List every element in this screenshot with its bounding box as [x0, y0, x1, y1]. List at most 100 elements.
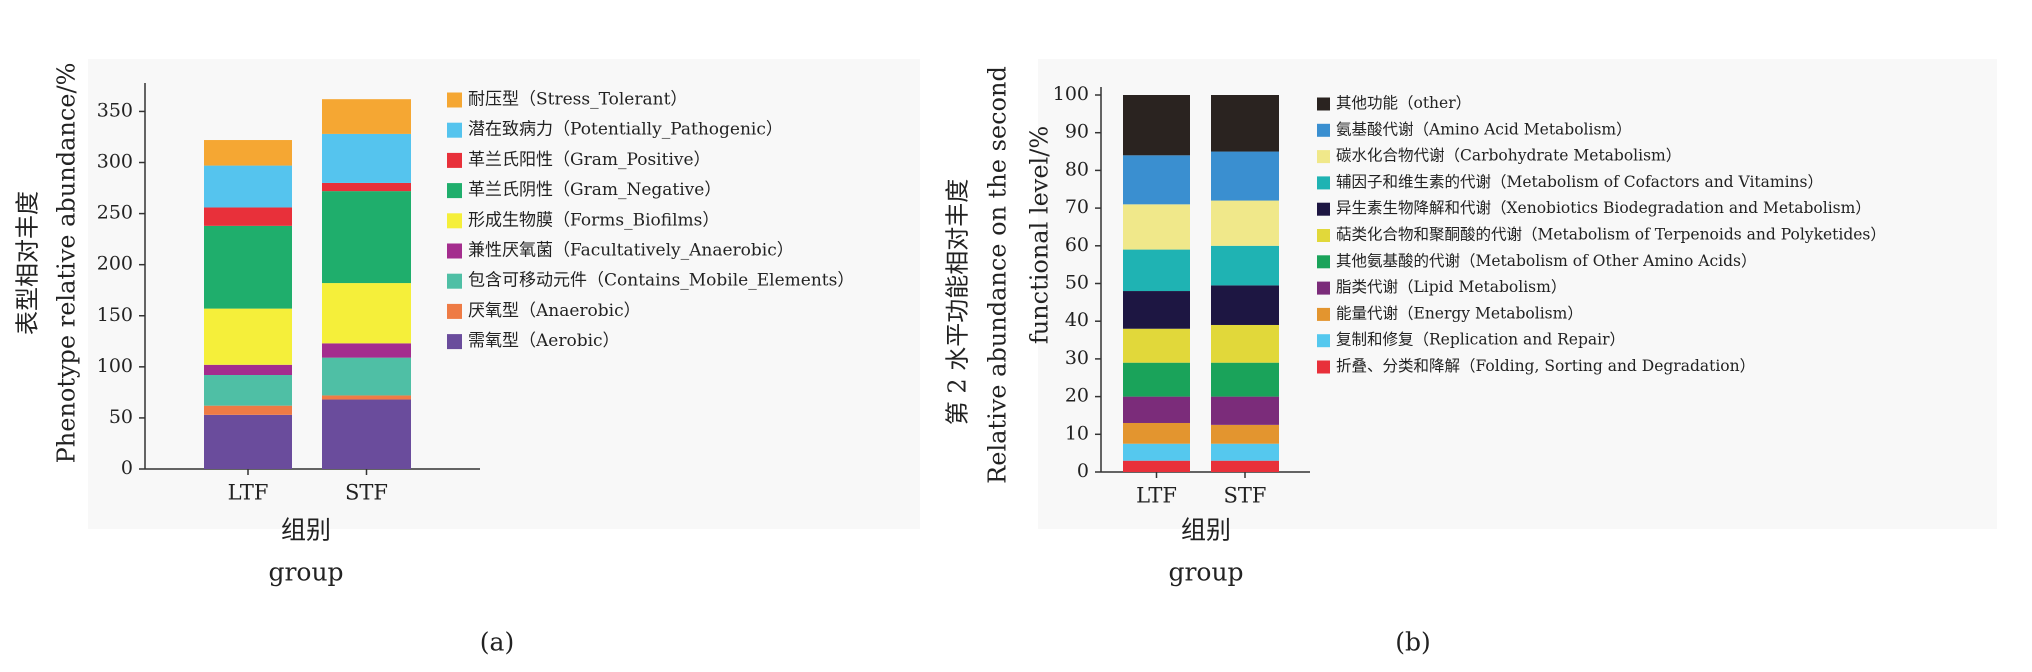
y-tick-label: 0	[1077, 460, 1089, 482]
legend-label: 耐压型（Stress_Tolerant）	[468, 90, 687, 110]
bar-segment	[1123, 155, 1190, 205]
legend-label: 形成生物膜（Forms_Biofilms）	[468, 210, 719, 230]
legend-label: 复制和修复（Replication and Repair）	[1336, 331, 1625, 349]
bar-segment	[1123, 291, 1190, 329]
bar-segment	[1211, 362, 1279, 397]
y-tick-label: 250	[97, 202, 133, 224]
legend-swatch	[1317, 123, 1330, 137]
x-axis-title: group	[268, 558, 343, 587]
bar-segment	[322, 283, 411, 344]
legend-label: 能量代谢（Energy Metabolism）	[1336, 304, 1583, 322]
x-axis-title: 组别	[1181, 516, 1231, 545]
y-tick-label: 350	[97, 99, 133, 121]
y-tick-label: 100	[1053, 83, 1089, 105]
y-tick-label: 50	[1065, 272, 1089, 294]
legend-label: 氨基酸代谢（Amino Acid Metabolism）	[1336, 120, 1632, 138]
bar-segment	[1123, 204, 1190, 250]
y-tick-label: 0	[121, 457, 133, 479]
y-tick-label: 20	[1065, 385, 1089, 407]
legend-label: 兼性厌氧菌（Facultatively_Anaerobic）	[468, 241, 794, 261]
bar-segment	[1211, 396, 1279, 425]
legend-label: 需氧型（Aerobic）	[468, 331, 620, 351]
legend-swatch	[1317, 202, 1330, 216]
x-axis-title: 组别	[281, 516, 331, 545]
legend-swatch	[447, 152, 462, 168]
legend-label: 厌氧型（Anaerobic）	[468, 301, 641, 321]
legend-label: 其他氨基酸的代谢（Metabolism of Other Amino Acids…	[1336, 252, 1756, 270]
x-tick-label: LTF	[1136, 484, 1177, 508]
legend-swatch	[447, 183, 462, 199]
bar-segment	[1123, 396, 1190, 423]
bar-segment	[1123, 362, 1190, 397]
bar-segment	[1211, 151, 1279, 201]
y-tick-label: 70	[1065, 196, 1089, 218]
y-axis-title: Relative abundance on the second	[984, 66, 1012, 484]
legend-label: 折叠、分类和降解（Folding, Sorting and Degradatio…	[1336, 357, 1755, 375]
legend-swatch	[1317, 150, 1330, 164]
y-axis-title: 第 2 水平功能相对丰度	[944, 179, 972, 426]
bar-segment	[1211, 245, 1279, 286]
bar-segment	[1123, 460, 1190, 472]
legend-label: 脂类代谢（Lipid Metabolism）	[1336, 278, 1566, 296]
y-tick-label: 90	[1065, 121, 1089, 143]
panel-caption: (b)	[1395, 628, 1431, 657]
legend-swatch	[1317, 176, 1330, 190]
bar-segment	[322, 357, 411, 396]
y-tick-label: 50	[109, 406, 133, 428]
bar-segment	[322, 191, 411, 284]
y-tick-label: 10	[1065, 422, 1089, 444]
legend-swatch	[1317, 307, 1330, 321]
bar-segment	[322, 99, 411, 134]
bar-segment	[1211, 324, 1279, 363]
legend-label: 潜在致病力（Potentially_Pathogenic）	[468, 120, 783, 140]
y-tick-label: 40	[1065, 309, 1089, 331]
legend-swatch	[447, 213, 462, 229]
bar-segment	[322, 182, 411, 192]
bar-segment	[1123, 422, 1190, 444]
y-tick-label: 60	[1065, 234, 1089, 256]
y-tick-label: 80	[1065, 158, 1089, 180]
bar-segment	[1211, 443, 1279, 461]
y-tick-label: 150	[97, 304, 133, 326]
bar-segment	[322, 395, 411, 400]
legend-swatch	[447, 122, 462, 138]
bar-segment	[322, 399, 411, 469]
bar-segment	[1123, 95, 1190, 156]
legend-label: 包含可移动元件（Contains_Mobile_Elements）	[468, 271, 854, 291]
legend-swatch	[1317, 97, 1330, 111]
legend-label: 异生素生物降解和代谢（Xenobiotics Biodegradation an…	[1336, 199, 1871, 217]
bar-segment	[1211, 95, 1279, 152]
legend-swatch	[447, 243, 462, 259]
legend-label: 萜类化合物和聚酮酸的代谢（Metabolism of Terpenoids an…	[1336, 226, 1886, 244]
y-axis-title: functional level/%	[1026, 126, 1054, 344]
legend-swatch	[1317, 281, 1330, 295]
legend-swatch	[1317, 229, 1330, 242]
bar-segment	[204, 308, 292, 365]
x-axis-title: group	[1168, 558, 1243, 587]
panel-b-background	[1038, 59, 1997, 529]
legend-swatch	[447, 92, 462, 108]
legend-swatch	[447, 334, 462, 350]
y-axis-title: Phenotype relative abundance/%	[53, 63, 81, 464]
bar-segment	[204, 207, 292, 226]
bar-segment	[322, 343, 411, 358]
x-tick-label: LTF	[228, 481, 269, 505]
bar-segment	[1123, 249, 1190, 292]
panel-caption: (a)	[480, 628, 514, 657]
legend-swatch	[447, 273, 462, 289]
legend-label: 辅因子和维生素的代谢（Metabolism of Cofactors and V…	[1336, 173, 1823, 191]
bar-segment	[1123, 328, 1190, 363]
x-tick-label: STF	[345, 481, 388, 505]
legend-swatch	[447, 303, 462, 319]
bar-segment	[204, 140, 292, 166]
bar-segment	[1211, 424, 1279, 444]
bar-segment	[204, 225, 292, 309]
legend-label: 其他功能（other）	[1336, 94, 1471, 112]
legend-swatch	[1317, 255, 1330, 269]
y-tick-label: 300	[97, 151, 133, 173]
bar-segment	[1123, 443, 1190, 461]
bar-segment	[1211, 285, 1279, 325]
y-tick-label: 200	[97, 253, 133, 275]
legend-swatch	[1317, 360, 1330, 374]
